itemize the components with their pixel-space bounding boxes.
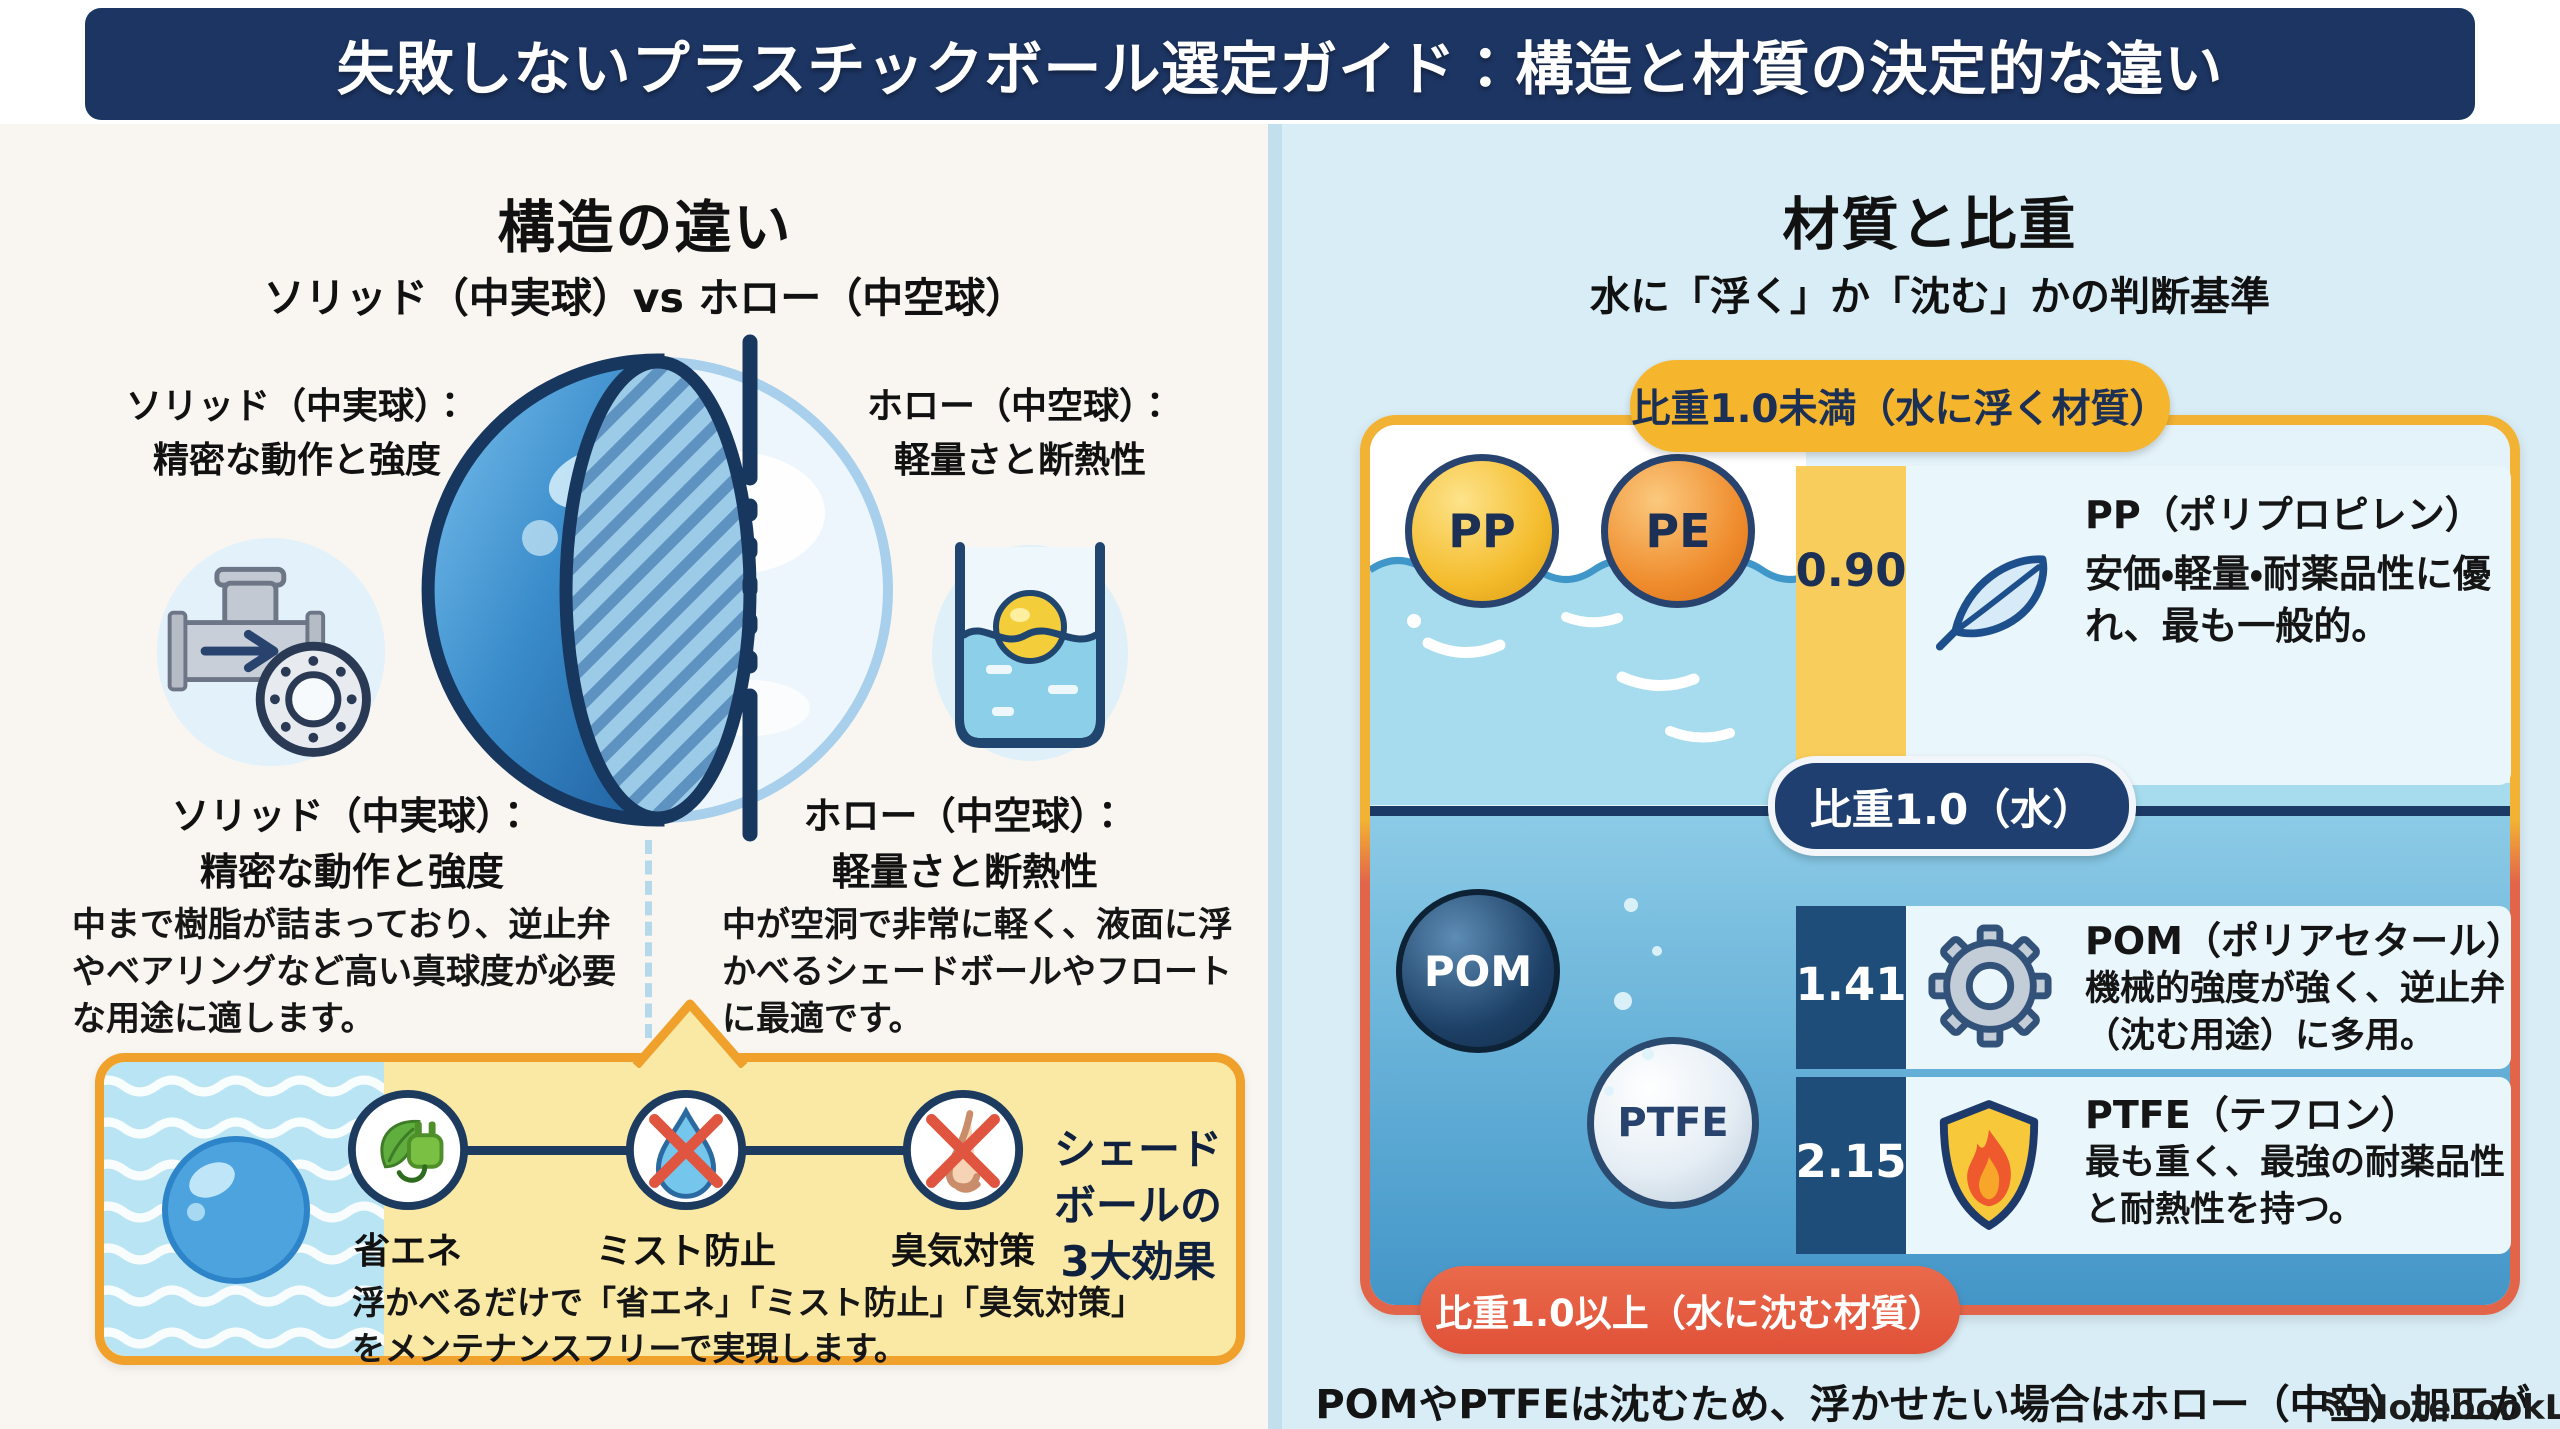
bubble [1652, 946, 1662, 956]
hollow-section-title: ホロー（中空球）： 軽量さと断熱性 [803, 794, 1127, 894]
pom-ball: POM [1396, 889, 1560, 1053]
sink-note: POMやPTFEは沈むため、浮かせたい場合はホロー（中空）加工が必要です。 [1315, 1382, 2530, 1428]
hollow-section-body: 中が空洞で非常に軽く、液面に浮かべるシェードボールやフロートに最適です。 [722, 905, 1232, 1039]
float-badge: 比重1.0未満（水に浮く材質） [1630, 360, 2170, 452]
bubble [1624, 898, 1638, 912]
callout-headline: シェードボールの3大効果 [1053, 1125, 1222, 1286]
no-mist-icon [622, 1086, 750, 1214]
pom-desc: 機械的強度が強く、逆止弁（沈む用途）に多用。 [2085, 969, 2506, 1056]
ptfe-name: PTFE（テフロン） [2085, 1093, 2419, 1137]
title-bar: 失敗しないプラスチックボール選定ガイド：構造と材質の決定的な違い [85, 8, 2475, 120]
structure-heading: 構造の違い [497, 195, 793, 261]
material-subtitle: 水に「浮く」か「沈む」かの判断基準 [1590, 274, 2270, 320]
density-tile-ptfe: 2.15 [1795, 1077, 1907, 1254]
water-strip [104, 1062, 384, 1356]
solid-section-title: ソリッド（中実球）： 精密な動作と強度 [171, 794, 533, 894]
structure-subtitle: ソリッド（中実球）vs ホロー（中空球） [263, 274, 1027, 322]
ptfe-ball: PTFE [1587, 1037, 1759, 1209]
bubble [1604, 1086, 1614, 1096]
pp-ball: PP [1405, 454, 1559, 608]
waterline-badge: 比重1.0（水） [1768, 756, 2136, 856]
energy-saving-icon [344, 1086, 472, 1214]
hollow-top-label: ホロー（中空球）： 軽量さと断熱性 [866, 386, 1173, 481]
split-sphere-icon [400, 328, 900, 848]
solid-section-body: 中まで樹脂が詰まっており、逆止弁やベアリングなど高い真球度が必要な用途に適します… [72, 905, 616, 1039]
effect-label-mist: ミスト防止 [595, 1231, 776, 1272]
no-odor-icon [899, 1086, 1027, 1214]
pp-card-text: PP（ポリプロピレン） 安価・軽量・耐薬品性に優れ、最も一般的。 [2085, 490, 2510, 652]
pp-name: PP（ポリプロピレン） [2085, 493, 2483, 537]
notebooklm-label: NotebookLM [2360, 1387, 2560, 1428]
pe-ball: PE [1601, 454, 1755, 608]
ptfe-ball-label: PTFE [1617, 1100, 1729, 1146]
effect-label-energy: 省エネ [353, 1231, 462, 1272]
pom-name: POM（ポリアセタール） [2085, 919, 2525, 963]
callout-pointer [630, 996, 750, 1069]
pp-ball-label: PP [1448, 504, 1516, 558]
callout-note: 浮かべるだけで「省エネ」「ミスト防止」「臭気対策」をメンテナンスフリーで実現しま… [352, 1283, 1144, 1368]
bubble [1642, 1048, 1654, 1060]
dashed-divider [645, 840, 652, 1038]
ptfe-card-text: PTFE（テフロン） 最も重く、最強の耐薬品性と耐熱性を持つ。 [2085, 1090, 2517, 1234]
panel-divider [1268, 124, 1282, 1429]
pom-card-text: POM（ポリアセタール） 機械的強度が強く、逆止弁（沈む用途）に多用。 [2085, 916, 2525, 1060]
gear-icon [1926, 922, 2054, 1050]
material-heading: 材質と比重 [1782, 192, 2078, 258]
solid-top-label: ソリッド（中実球）： 精密な動作と強度 [125, 386, 468, 481]
density-tile-pp: 0.90 [1795, 466, 1907, 785]
check-valve-bearing-icon [148, 530, 394, 780]
pom-ball-label: POM [1423, 946, 1533, 996]
feather-icon [1928, 540, 2064, 666]
beaker-float-icon [930, 535, 1130, 765]
notebooklm-logo-icon [2318, 1386, 2352, 1429]
shield-flame-icon [1930, 1095, 2048, 1235]
pp-desc: 安価・軽量・耐薬品性に優れ、最も一般的。 [2085, 552, 2491, 648]
notebooklm-watermark: NotebookLM [2318, 1386, 2560, 1429]
pe-ball-label: PE [1645, 504, 1711, 558]
bubble [1614, 992, 1632, 1010]
density-tile-pom: 1.41 [1795, 906, 1907, 1069]
sink-badge: 比重1.0以上（水に沈む材質） [1420, 1266, 1960, 1354]
page-title: 失敗しないプラスチックボール選定ガイド：構造と材質の決定的な違い [336, 35, 2224, 103]
effect-label-odor: 臭気対策 [890, 1231, 1035, 1272]
ptfe-desc: 最も重く、最強の耐薬品性と耐熱性を持つ。 [2085, 1143, 2506, 1230]
